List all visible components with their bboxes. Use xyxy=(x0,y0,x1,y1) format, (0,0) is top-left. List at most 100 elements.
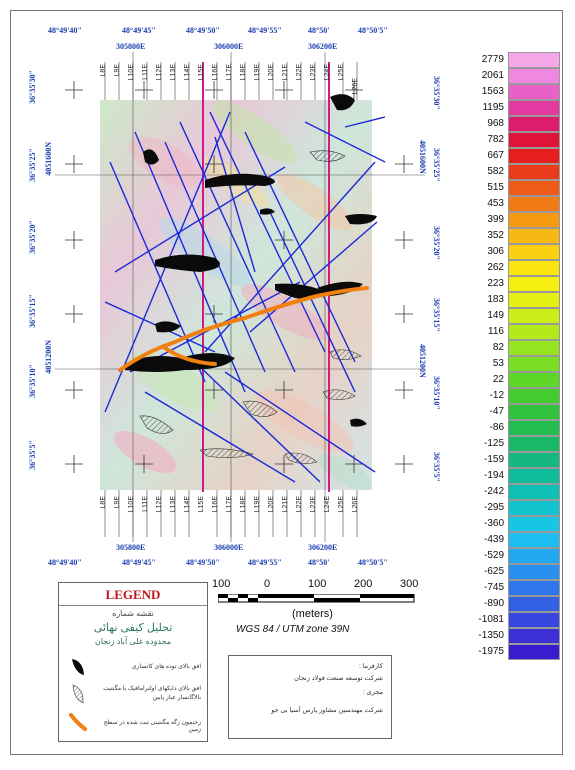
map-title: تحلیل کیفی نهائی xyxy=(93,622,173,634)
color-scale-row: -529 xyxy=(452,548,568,564)
bottom-longitude-label: 48°49'45" xyxy=(122,558,156,567)
legend-item-ore-body: افق بالای توده های کانساری xyxy=(131,664,201,670)
color-scale-row: -1350 xyxy=(452,628,568,644)
bottom-longitude-label: 48°50'5" xyxy=(358,558,388,567)
survey-line-label: L18E xyxy=(240,496,247,513)
scale-tick-label: 100 xyxy=(212,578,231,590)
color-scale-swatch xyxy=(508,484,560,500)
survey-line-label: L15E xyxy=(198,64,205,81)
color-scale-swatch xyxy=(508,52,560,68)
color-scale-row: 149 xyxy=(452,308,568,324)
left-latitude-label: 36°35'10" xyxy=(28,364,37,398)
color-scale-row: -125 xyxy=(452,436,568,452)
map-sheet-frame xyxy=(10,10,563,755)
right-latitude-label: 36°35'25" xyxy=(432,148,441,182)
legend-box: LEGEND نقشه شماره تحلیل کیفی نهائی محدود… xyxy=(58,582,208,742)
color-scale-row: -194 xyxy=(452,468,568,484)
survey-line-label: L17E xyxy=(226,64,233,81)
survey-line-label: L15E xyxy=(198,496,205,513)
color-scale-value: 399 xyxy=(487,214,504,225)
survey-line-label: L24E xyxy=(324,64,331,81)
survey-line-label: L24E xyxy=(324,496,331,513)
survey-line-label: L11E xyxy=(142,496,149,512)
survey-line-label: L20E xyxy=(268,64,275,81)
color-scale-value: 262 xyxy=(487,262,504,273)
color-scale-row: 399 xyxy=(452,212,568,228)
bottom-longitude-label: 48°49'50" xyxy=(186,558,220,567)
survey-line-label: L10E xyxy=(128,496,135,513)
color-scale-value: -439 xyxy=(483,534,504,545)
color-scale-row: -86 xyxy=(452,420,568,436)
color-scale-row: 515 xyxy=(452,180,568,196)
color-scale-row: 352 xyxy=(452,228,568,244)
scale-tick-label: 300 xyxy=(400,578,419,590)
color-scale-row: -242 xyxy=(452,484,568,500)
color-scale-swatch xyxy=(508,148,560,164)
area-name: محدوده علی آباد زنجان xyxy=(94,637,172,646)
survey-line-label: L12E xyxy=(156,496,163,513)
left-latitude-label: 36°35'15" xyxy=(28,294,37,328)
scale-tick-label: 200 xyxy=(354,578,373,590)
color-scale-swatch xyxy=(508,500,560,516)
outcrop-symbol xyxy=(69,713,87,731)
color-scale-row: 116 xyxy=(452,324,568,340)
map-number-label: نقشه شماره xyxy=(112,609,154,618)
color-scale-row: -745 xyxy=(452,580,568,596)
color-scale-row: -295 xyxy=(452,500,568,516)
legend-item-outcrop: رخنمون رگه مگنتیتی ثبت شده در سطح زمین xyxy=(103,720,201,733)
color-scale-value: 582 xyxy=(487,166,504,177)
color-scale-swatch xyxy=(508,628,560,644)
survey-line-label: L22E xyxy=(296,64,303,81)
survey-line-label: L22E xyxy=(296,496,303,513)
color-scale-value: -890 xyxy=(483,598,504,609)
survey-line-label: L26E xyxy=(352,496,359,513)
color-scale-value: -86 xyxy=(489,422,504,433)
color-scale-value: -625 xyxy=(483,566,504,577)
color-scale-value: -360 xyxy=(483,518,504,529)
survey-line-label: L23E xyxy=(310,64,317,81)
color-scale-value: 53 xyxy=(492,358,504,369)
color-scale-value: 22 xyxy=(492,374,504,385)
color-scale-swatch xyxy=(508,100,560,116)
color-scale-value: -194 xyxy=(483,470,504,481)
survey-line-label: L20E xyxy=(268,496,275,513)
color-scale-swatch xyxy=(508,68,560,84)
survey-line-label: L26E xyxy=(352,78,359,95)
color-scale-swatch xyxy=(508,196,560,212)
legend-title: LEGEND xyxy=(105,587,161,602)
color-scale-swatch xyxy=(508,292,560,308)
right-latitude-label: 36°35'10" xyxy=(432,376,441,410)
color-scale-swatch xyxy=(508,260,560,276)
color-scale-row: 667 xyxy=(452,148,568,164)
color-scale-value: -529 xyxy=(483,550,504,561)
survey-line-label: L17E xyxy=(226,496,233,513)
color-scale-swatch xyxy=(508,596,560,612)
color-scale-row: -1081 xyxy=(452,612,568,628)
top-longitude-label: 48°49'45" xyxy=(122,26,156,35)
color-scale-value: -1975 xyxy=(478,646,504,657)
survey-line-label: L25E xyxy=(338,496,345,513)
top-longitude-label: 48°49'40" xyxy=(48,26,82,35)
survey-line-label: L21E xyxy=(282,64,289,81)
color-scale-row: 2061 xyxy=(452,68,568,84)
projection-label: WGS 84 / UTM zone 39N xyxy=(236,624,350,635)
top-longitude-label: 48°50'5" xyxy=(358,26,388,35)
color-scale-value: -125 xyxy=(483,438,504,449)
bottom-easting-label: 306200E xyxy=(308,543,338,552)
survey-line-label: L8E xyxy=(100,64,107,77)
color-scale-row: 262 xyxy=(452,260,568,276)
color-scale-swatch xyxy=(508,420,560,436)
color-scale-value: -242 xyxy=(483,486,504,497)
color-scale-swatch xyxy=(508,244,560,260)
survey-line-label: L25E xyxy=(338,64,345,81)
color-scale-value: 1563 xyxy=(481,86,504,97)
top-easting-label: 305800E xyxy=(116,42,146,51)
ore-body-symbol xyxy=(72,659,84,675)
color-scale-value: -159 xyxy=(483,454,504,465)
color-scale-row: -47 xyxy=(452,404,568,420)
color-scale-value: 223 xyxy=(487,278,504,289)
color-scale-row: 223 xyxy=(452,276,568,292)
survey-line-label: L16E xyxy=(212,64,219,81)
color-scale-swatch xyxy=(508,564,560,580)
color-scale-value: 149 xyxy=(487,310,504,321)
